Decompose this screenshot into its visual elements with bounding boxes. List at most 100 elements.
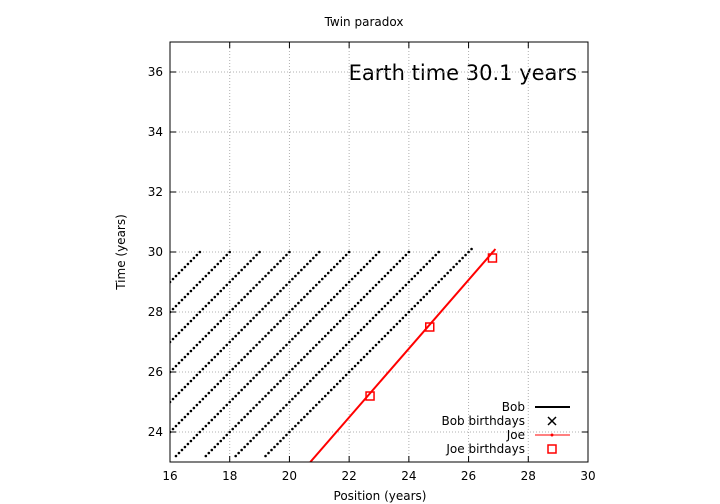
bob-point [255, 343, 258, 347]
bob-point [195, 403, 199, 407]
bob-point [264, 334, 267, 338]
bob-point [315, 343, 318, 347]
bob-point [243, 355, 246, 359]
bob-point [309, 319, 312, 323]
bob-point [291, 397, 294, 401]
bob-point [258, 340, 261, 344]
bob-point [270, 418, 273, 422]
bob-point [294, 364, 297, 368]
bob-point [288, 340, 291, 344]
bob-point [365, 292, 369, 296]
bob-point [279, 349, 282, 353]
bob-point [309, 409, 312, 413]
bob-point [231, 427, 234, 431]
bob-point [297, 391, 300, 395]
bob-point [186, 352, 190, 356]
bob-point [237, 301, 240, 305]
bob-point [320, 277, 324, 281]
bob-point [437, 250, 441, 254]
bob-point [309, 259, 312, 263]
bob-point [243, 295, 246, 299]
bob-point [341, 346, 345, 350]
bob-point [279, 409, 282, 413]
bob-point [291, 367, 294, 371]
bob-point [320, 367, 324, 371]
bob-worldline [163, 250, 351, 440]
bob-point [192, 346, 196, 350]
bob-point [317, 310, 321, 314]
bob-point [240, 418, 243, 422]
bob-point [177, 451, 181, 455]
bob-point [225, 343, 229, 347]
bob-point [285, 373, 288, 377]
bob-point [174, 424, 178, 428]
bob-point [237, 331, 240, 335]
bob-point [195, 433, 199, 437]
bob-point [174, 364, 178, 368]
bob-point [228, 280, 232, 284]
bob-point [365, 262, 369, 266]
bob-point [356, 361, 360, 365]
bob-point [413, 274, 417, 278]
bob-point [300, 268, 303, 272]
bob-point [282, 286, 285, 290]
bob-point [267, 391, 270, 395]
bob-point [210, 418, 214, 422]
bob-point [186, 412, 190, 416]
bob-point [225, 283, 229, 287]
y-axis-label: Time (years) [114, 214, 128, 291]
bob-point [291, 427, 294, 431]
bob-point [362, 295, 366, 299]
bob-point [335, 292, 339, 296]
bob-point [222, 376, 226, 380]
bob-point [261, 397, 264, 401]
bob-point [303, 265, 306, 269]
bob-point [231, 397, 234, 401]
bob-point [306, 382, 309, 386]
bob-point [425, 262, 429, 266]
bob-point [285, 433, 288, 437]
bob-point [258, 430, 261, 434]
bob-point [323, 274, 327, 278]
bob-point [261, 427, 264, 431]
bob-point [312, 346, 315, 350]
bob-point [312, 406, 315, 410]
bob-point [195, 343, 199, 347]
bob-point [231, 277, 234, 281]
bob-point [288, 310, 291, 314]
bob-point [210, 298, 214, 302]
bob-point [285, 253, 288, 257]
bob-point [288, 250, 291, 254]
bob-point [470, 247, 473, 251]
bob-point [219, 439, 223, 443]
bob-point [422, 295, 426, 299]
bob-point [294, 274, 297, 278]
bob-point [234, 274, 237, 278]
bob-point [315, 313, 318, 317]
bob-point [261, 277, 264, 281]
bob-point [332, 295, 336, 299]
bob-point [189, 259, 193, 263]
bob-point [252, 376, 255, 380]
bob-point [183, 325, 187, 329]
bob-point [279, 439, 282, 443]
bob-point [341, 256, 345, 260]
bob-point [249, 349, 252, 353]
bob-point [166, 344, 169, 347]
bob-point [353, 274, 357, 278]
bob-point [273, 325, 276, 329]
bob-point [383, 334, 387, 338]
bob-point [368, 259, 372, 263]
bob-point [329, 268, 333, 272]
bob-point [315, 373, 318, 377]
bob-point [350, 277, 354, 281]
bob-point [437, 280, 441, 284]
bob-point [240, 298, 243, 302]
bob-point [171, 367, 175, 371]
bob-point [359, 328, 363, 332]
bob-point [359, 268, 363, 272]
bob-point [237, 451, 240, 455]
bob-point [240, 388, 243, 392]
bob-point [163, 437, 166, 440]
joe-worldline [309, 248, 497, 462]
